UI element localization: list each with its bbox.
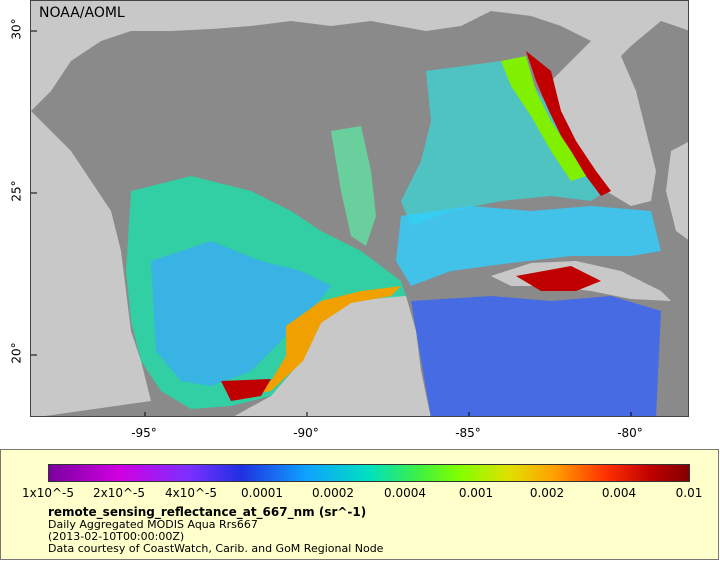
lat-label-20: 20° xyxy=(9,342,24,364)
lon-label-80: -80° xyxy=(617,426,643,440)
data-caribbean xyxy=(411,296,661,416)
colorbar-tick: 0.004 xyxy=(601,486,637,500)
data-coast-red xyxy=(221,379,271,401)
land-mexico-west xyxy=(31,111,151,416)
lon-label-95: -95° xyxy=(131,426,157,440)
land-north xyxy=(31,1,688,111)
data-florida-green xyxy=(501,56,586,181)
colorbar-tick: 0.0004 xyxy=(384,486,426,500)
colorbar-tick: 0.0001 xyxy=(241,486,283,500)
colorbar-tick: 0.002 xyxy=(529,486,565,500)
colorbar-tick: 0.001 xyxy=(458,486,494,500)
time-stamp: (2013-02-10T00:00:00Z) xyxy=(48,530,185,543)
map-area[interactable]: NOAA/AOML xyxy=(30,0,689,417)
land-florida xyxy=(551,41,656,206)
map-graphic xyxy=(31,1,688,416)
org-label: NOAA/AOML xyxy=(39,5,125,21)
colorbar-tick: 1x10^-5 xyxy=(21,486,75,500)
colorbar-tick: 4x10^-5 xyxy=(164,486,218,500)
lon-label-90: -90° xyxy=(293,426,319,440)
data-west-inner xyxy=(151,241,331,386)
data-coast-yucatan xyxy=(241,286,401,396)
data-florida-coast xyxy=(526,51,611,196)
colorbar-tick: 2x10^-5 xyxy=(92,486,146,500)
data-strait xyxy=(331,126,376,246)
colorbar-tick: 0.01 xyxy=(675,486,703,500)
colorbar-tick: 0.0002 xyxy=(312,486,354,500)
product-name: Daily Aggregated MODIS Aqua Rrs667 xyxy=(48,518,258,531)
variable-name: remote_sensing_reflectance_at_667_nm (sr… xyxy=(48,505,367,519)
data-cuba-coast xyxy=(516,266,601,291)
land-east xyxy=(666,142,688,240)
lon-label-85: -85° xyxy=(455,426,481,440)
colorbar xyxy=(48,464,690,482)
lat-label-25: 25° xyxy=(9,180,24,202)
data-loop xyxy=(396,206,661,286)
land-yucatan xyxy=(234,296,431,416)
data-credit: Data courtesy of CoastWatch, Carib. and … xyxy=(48,542,384,555)
data-florida-shelf xyxy=(401,61,606,226)
lat-label-30: 30° xyxy=(9,18,24,40)
legend-panel: 1x10^-5 2x10^-5 4x10^-5 0.0001 0.0002 0.… xyxy=(0,449,719,560)
